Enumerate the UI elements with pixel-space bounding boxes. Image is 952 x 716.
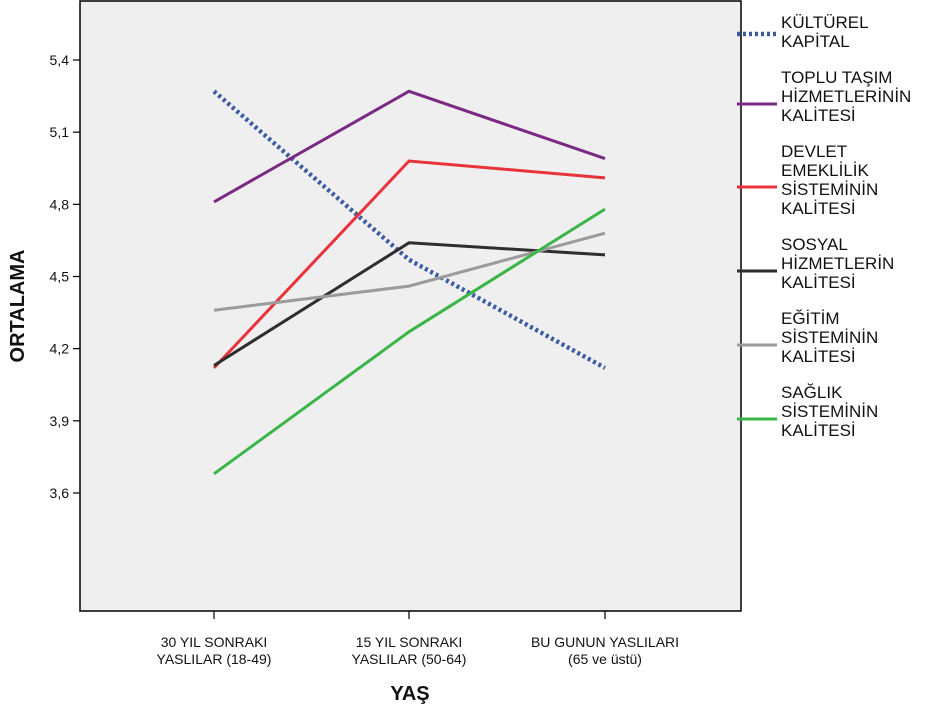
legend-label: KAPİTAL — [781, 32, 850, 51]
legend-label: KALİTESİ — [781, 199, 856, 218]
legend-label: KÜLTÜREL — [781, 13, 869, 32]
y-axis: 3,6 3,9 4,2 4,5 4,8 5,1 5,4 — [50, 52, 80, 501]
y-tick-label: 4,2 — [50, 341, 70, 357]
legend-label: SAĞLIK — [781, 383, 843, 402]
legend-label: SİSTEMİNİN — [781, 402, 878, 421]
legend-label: DEVLET — [781, 142, 847, 161]
x-tick-label: YASLILAR (50-64) — [352, 651, 467, 667]
legend-label: TOPLU TAŞIM — [781, 68, 892, 87]
legend-label: KALİTESİ — [781, 421, 856, 440]
plot-area — [79, 0, 742, 612]
series-line-1 — [212, 89, 607, 370]
y-tick-label: 3,9 — [50, 413, 70, 429]
y-tick-label: 5,4 — [50, 52, 70, 68]
x-tick-label: (65 ve üstü) — [568, 651, 642, 667]
series-lines — [212, 89, 607, 476]
legend-label: KALİTESİ — [781, 273, 856, 292]
legend-label: KALİTESİ — [781, 347, 856, 366]
legend-label: SOSYAL — [781, 235, 848, 254]
legend-label: SİSTEMİNİN — [781, 328, 878, 347]
legend-label: HİZMETLERİNİN — [781, 87, 911, 106]
y-tick-label: 4,5 — [50, 269, 70, 285]
series-line-2 — [213, 89, 606, 204]
y-axis-title: ORTALAMA — [7, 250, 29, 363]
y-tick-label: 5,1 — [50, 124, 70, 140]
x-tick-label: 30 YIL SONRAKI — [161, 634, 268, 650]
series-line-3 — [212, 159, 606, 369]
y-tick-label: 3,6 — [50, 485, 70, 501]
legend-label: EĞİTİM — [781, 309, 840, 328]
x-axis-title: YAŞ — [390, 683, 429, 705]
x-tick-label: BU GUNUN YASLILARI — [531, 634, 679, 650]
legend-label: HİZMETLERİN — [781, 254, 894, 273]
legend-label: KALİTESİ — [781, 106, 856, 125]
legend-label: EMEKLİLİK — [781, 161, 870, 180]
series-line-6 — [213, 207, 606, 476]
x-tick-label: 15 YIL SONRAKI — [356, 634, 463, 650]
legend-label: SİSTEMİNİN — [781, 180, 878, 199]
y-tick-label: 4,8 — [50, 196, 70, 212]
x-tick-label: YASLILAR (18-49) — [157, 651, 272, 667]
